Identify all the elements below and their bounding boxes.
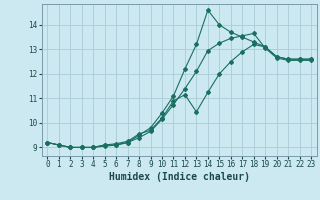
X-axis label: Humidex (Indice chaleur): Humidex (Indice chaleur) bbox=[109, 172, 250, 182]
